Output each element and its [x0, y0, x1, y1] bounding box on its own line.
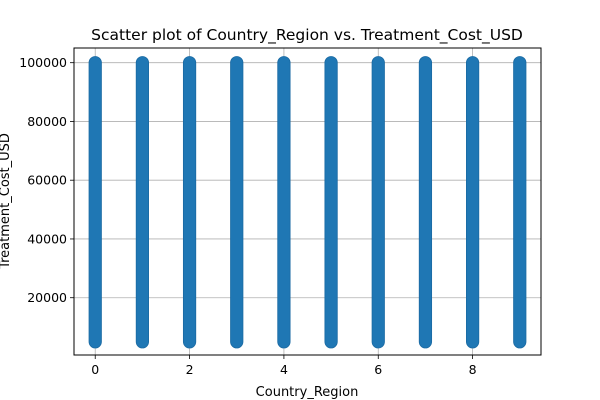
y-axis-title: Treatment_Cost_USD [0, 133, 13, 270]
scatter-column-edge [513, 56, 527, 349]
x-axis-title: Country_Region [256, 385, 359, 400]
scatter-column-edge [466, 56, 480, 349]
x-axis: 0 2 4 6 8 [91, 355, 477, 377]
scatter-column-0 [89, 56, 102, 348]
x-tick-label: 0 [91, 362, 99, 377]
scatter-column-9 [513, 56, 526, 348]
chart-title: Scatter plot of Country_Region vs. Treat… [91, 26, 523, 45]
y-tick-label: 100000 [19, 55, 67, 70]
scatter-column-7 [419, 56, 432, 348]
scatter-column-edge [418, 56, 433, 349]
scatter-column-4 [277, 56, 291, 348]
y-tick-label: 40000 [27, 231, 67, 246]
scatter-column-edge [277, 56, 291, 349]
y-tick-label: 60000 [27, 173, 67, 188]
x-tick-label: 2 [186, 362, 194, 377]
scatter-points [88, 56, 527, 349]
scatter-column-8 [466, 56, 479, 348]
scatter-column-edge [371, 56, 385, 349]
scatter-column-6 [372, 56, 385, 348]
plot-frame [73, 47, 542, 356]
scatter-column-3 [230, 56, 243, 348]
scatter-column-edge [324, 56, 338, 349]
y-tick-label: 20000 [27, 290, 67, 305]
scatter-column-5 [324, 56, 338, 348]
scatter-column-edge [182, 56, 197, 349]
scatter-column-edge [230, 56, 244, 349]
x-tick-label: 4 [280, 362, 288, 377]
x-tick-label: 6 [374, 362, 382, 377]
scatter-column-edge [135, 56, 149, 349]
y-axis: 20000 40000 60000 80000 100000 [19, 55, 74, 305]
y-tick-label: 80000 [27, 114, 67, 129]
scatter-column-edge [88, 56, 102, 349]
x-tick-label: 8 [469, 362, 477, 377]
scatter-column-1 [136, 56, 149, 348]
scatter-column-2 [183, 56, 196, 348]
